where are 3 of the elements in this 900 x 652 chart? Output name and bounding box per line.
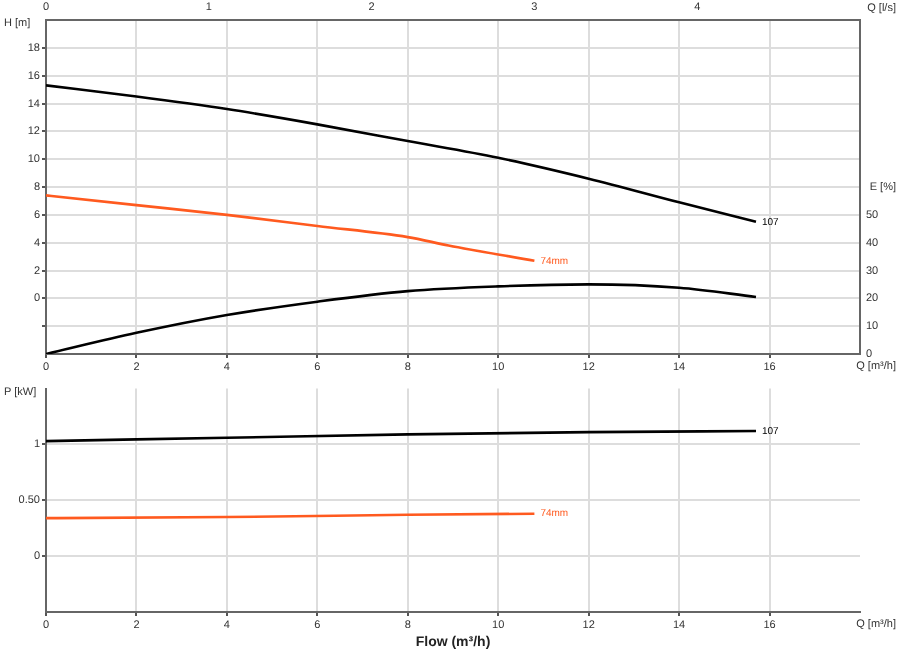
line-series	[46, 84, 758, 224]
line-series	[46, 283, 758, 354]
line-series	[46, 194, 536, 263]
